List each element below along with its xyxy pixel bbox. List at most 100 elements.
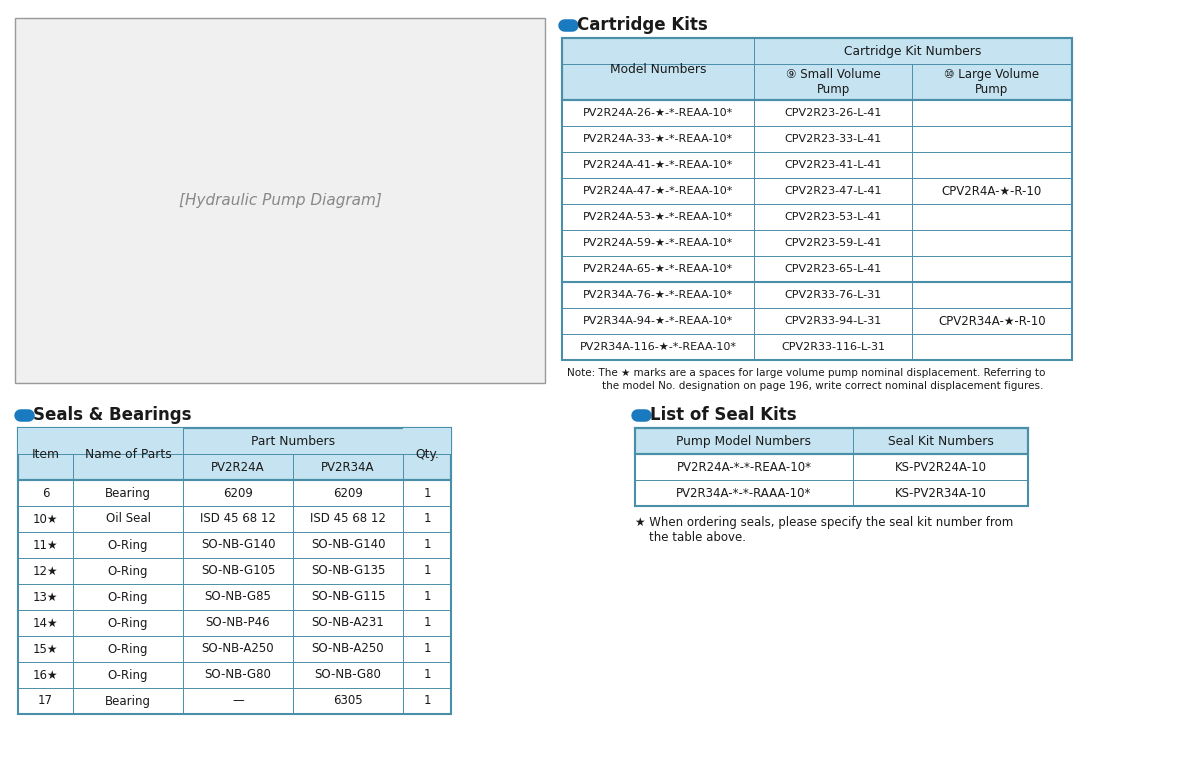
Bar	[18, 558, 451, 584]
Bar	[562, 230, 1072, 256]
Bar	[18, 480, 451, 506]
Text: Qty.: Qty.	[415, 435, 438, 447]
Bar	[562, 38, 1072, 360]
Text: PV2R34A: PV2R34A	[321, 460, 374, 474]
Text: Item: Item	[32, 435, 59, 447]
Text: Pump Model Numbers: Pump Model Numbers	[676, 435, 811, 447]
Text: 1: 1	[423, 616, 431, 629]
Text: PV2R34A-*-*-RAAA-10*: PV2R34A-*-*-RAAA-10*	[676, 487, 811, 499]
Text: CPV2R23-26-L-41: CPV2R23-26-L-41	[784, 108, 881, 118]
Text: 1: 1	[423, 668, 431, 682]
Bar	[18, 584, 451, 610]
Text: SO-NB-G80: SO-NB-G80	[315, 668, 381, 682]
Text: 12★: 12★	[33, 565, 58, 577]
Text: 11★: 11★	[33, 538, 58, 552]
Text: Qty.: Qty.	[415, 447, 438, 460]
Text: PV2R34A-94-★-*-REAA-10*: PV2R34A-94-★-*-REAA-10*	[583, 316, 733, 326]
Text: the table above.: the table above.	[649, 531, 746, 544]
Text: the model No. designation on page 196, write correct nominal displacement figure: the model No. designation on page 196, w…	[602, 381, 1043, 391]
Bar	[18, 610, 451, 636]
Text: ISD 45 68 12: ISD 45 68 12	[200, 513, 276, 526]
Text: CPV2R23-33-L-41: CPV2R23-33-L-41	[784, 134, 881, 144]
Text: 15★: 15★	[33, 643, 58, 655]
Text: 1: 1	[423, 590, 431, 604]
Text: 1: 1	[423, 513, 431, 526]
Text: 6: 6	[42, 487, 49, 499]
Text: PV2R24A-47-★-*-REAA-10*: PV2R24A-47-★-*-REAA-10*	[583, 186, 733, 196]
Text: Name of Parts: Name of Parts	[84, 435, 171, 447]
Bar	[562, 256, 1072, 282]
Text: Cartridge Kits: Cartridge Kits	[577, 16, 708, 34]
Bar	[18, 636, 451, 662]
Text: 1: 1	[423, 695, 431, 707]
Bar	[562, 334, 1072, 360]
Text: 6305: 6305	[333, 695, 362, 707]
Text: CPV2R4A-★-R-10: CPV2R4A-★-R-10	[942, 185, 1042, 198]
Text: 1: 1	[423, 643, 431, 655]
Text: O-Ring: O-Ring	[108, 668, 148, 682]
Text: 10★: 10★	[33, 513, 58, 526]
Text: PV2R24A-59-★-*-REAA-10*: PV2R24A-59-★-*-REAA-10*	[583, 238, 733, 248]
Bar	[636, 428, 1028, 454]
Text: 14★: 14★	[33, 616, 58, 629]
Bar	[18, 428, 72, 454]
Text: CPV2R34A-★-R-10: CPV2R34A-★-R-10	[939, 315, 1045, 327]
Text: Oil Seal: Oil Seal	[106, 513, 151, 526]
Text: PV2R24A: PV2R24A	[211, 460, 265, 474]
Text: SO-NB-G80: SO-NB-G80	[204, 668, 271, 682]
Text: Model Numbers: Model Numbers	[609, 62, 706, 76]
Text: O-Ring: O-Ring	[108, 616, 148, 629]
Text: PV2R24A-65-★-*-REAA-10*: PV2R24A-65-★-*-REAA-10*	[583, 264, 733, 274]
Bar	[562, 178, 1072, 204]
Text: Part Numbers: Part Numbers	[251, 435, 335, 447]
Text: O-Ring: O-Ring	[108, 643, 148, 655]
Bar	[562, 308, 1072, 334]
Text: CPV2R33-94-L-31: CPV2R33-94-L-31	[784, 316, 881, 326]
Text: SO-NB-A231: SO-NB-A231	[311, 616, 385, 629]
Text: List of Seal Kits: List of Seal Kits	[650, 406, 797, 424]
Bar	[636, 454, 1028, 480]
Text: PV2R24A-41-★-*-REAA-10*: PV2R24A-41-★-*-REAA-10*	[583, 160, 733, 170]
Text: O-Ring: O-Ring	[108, 538, 148, 552]
Text: CPV2R33-76-L-31: CPV2R33-76-L-31	[784, 290, 881, 300]
Bar	[912, 100, 1072, 282]
Text: CPV2R23-65-L-41: CPV2R23-65-L-41	[784, 264, 881, 274]
Text: Bearing: Bearing	[105, 487, 151, 499]
Text: [Hydraulic Pump Diagram]: [Hydraulic Pump Diagram]	[178, 193, 381, 208]
Text: PV2R34A-76-★-*-REAA-10*: PV2R34A-76-★-*-REAA-10*	[583, 290, 733, 300]
Text: Cartridge Kit Numbers: Cartridge Kit Numbers	[845, 44, 981, 58]
Text: —: —	[232, 695, 244, 707]
Text: 6209: 6209	[333, 487, 364, 499]
Bar	[18, 662, 451, 688]
Bar	[562, 126, 1072, 152]
Bar	[18, 428, 451, 480]
Bar	[15, 18, 545, 383]
Text: CPV2R23-47-L-41: CPV2R23-47-L-41	[784, 186, 881, 196]
Text: 1: 1	[423, 565, 431, 577]
Bar	[562, 204, 1072, 230]
Text: SO-NB-P46: SO-NB-P46	[206, 616, 271, 629]
Text: 1: 1	[423, 487, 431, 499]
Bar	[18, 428, 451, 714]
Bar	[18, 532, 451, 558]
Text: SO-NB-G85: SO-NB-G85	[204, 590, 271, 604]
Text: Item: Item	[32, 447, 59, 460]
Text: SO-NB-G105: SO-NB-G105	[201, 565, 276, 577]
Bar	[912, 282, 1072, 360]
Text: ⑨ Small Volume
Pump: ⑨ Small Volume Pump	[785, 68, 880, 96]
Text: 13★: 13★	[33, 590, 58, 604]
Text: SO-NB-G140: SO-NB-G140	[201, 538, 276, 552]
Text: CPV2R23-41-L-41: CPV2R23-41-L-41	[784, 160, 881, 170]
Bar	[18, 688, 451, 714]
Text: SO-NB-G140: SO-NB-G140	[311, 538, 385, 552]
Text: SO-NB-G115: SO-NB-G115	[311, 590, 385, 604]
Text: ISD 45 68 12: ISD 45 68 12	[310, 513, 386, 526]
Bar	[562, 38, 1072, 100]
Text: SO-NB-A250: SO-NB-A250	[202, 643, 274, 655]
Bar	[18, 506, 451, 532]
Text: Note: The ★ marks are a spaces for large volume pump nominal displacement. Refer: Note: The ★ marks are a spaces for large…	[567, 368, 1045, 378]
Text: 16★: 16★	[33, 668, 58, 682]
Bar	[562, 100, 1072, 126]
Text: PV2R24A-26-★-*-REAA-10*: PV2R24A-26-★-*-REAA-10*	[583, 108, 733, 118]
Text: PV2R34A-116-★-*-REAA-10*: PV2R34A-116-★-*-REAA-10*	[580, 342, 737, 352]
